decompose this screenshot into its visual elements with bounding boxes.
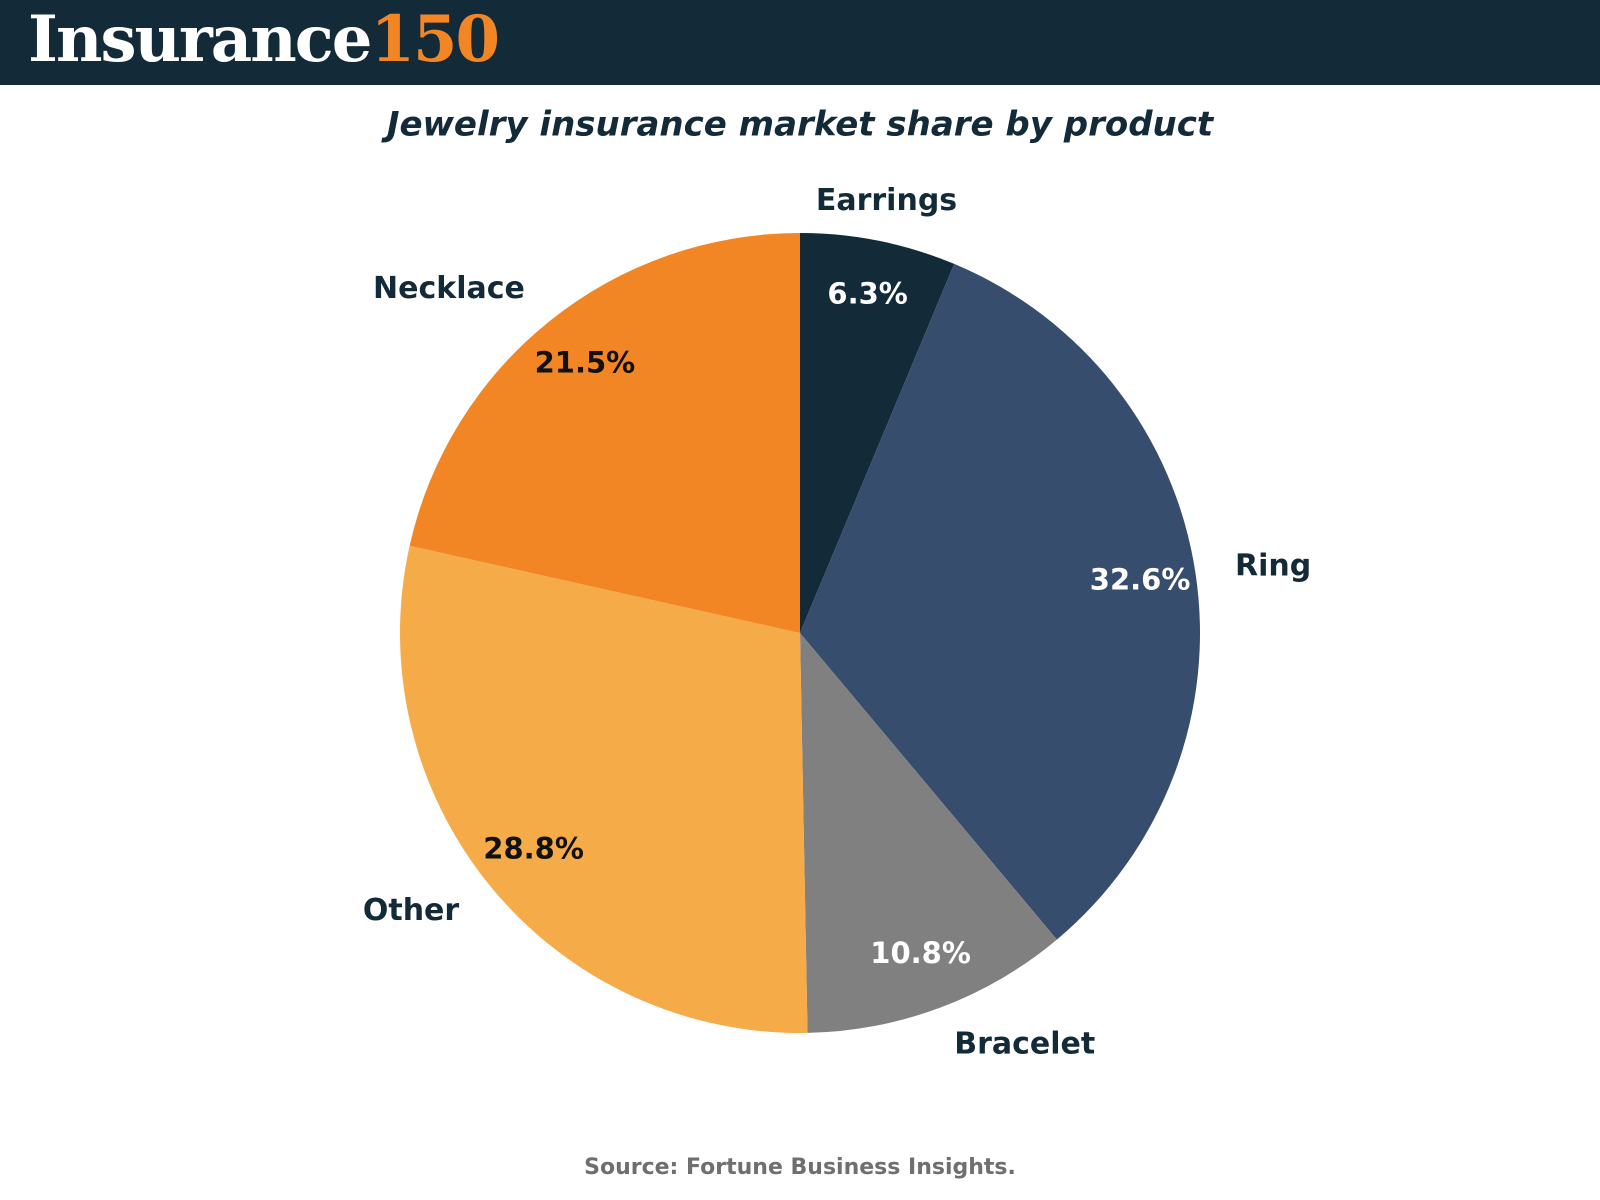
category-label: Ring	[1235, 548, 1311, 583]
header-bar	[0, 0, 1600, 85]
value-label: 28.8%	[483, 832, 584, 866]
logo: Insurance150	[28, 2, 498, 77]
category-label: Necklace	[373, 271, 525, 306]
chart-title: Jewelry insurance market share by produc…	[381, 105, 1215, 145]
pie-slice	[400, 545, 808, 1033]
category-label: Earrings	[816, 183, 957, 218]
logo-text: Insurance	[28, 2, 370, 77]
logo-number: 150	[370, 2, 498, 77]
pie-slice	[800, 263, 1200, 940]
category-label: Bracelet	[954, 1027, 1095, 1062]
value-label: 32.6%	[1090, 562, 1191, 596]
category-label: Other	[363, 893, 460, 928]
value-label: 10.8%	[870, 936, 971, 970]
pie-slice	[800, 633, 1057, 1033]
pie: 6.3% Earrings 32.6% Ring 10.8% Bracelet 28.8% O…	[363, 183, 1311, 1061]
pie-slice	[800, 233, 955, 633]
source: Source: Fortune Business Insights.	[584, 1155, 1016, 1180]
pie-slice	[409, 233, 800, 633]
value-label: 6.3%	[827, 277, 907, 311]
value-label: 21.5%	[535, 346, 636, 380]
